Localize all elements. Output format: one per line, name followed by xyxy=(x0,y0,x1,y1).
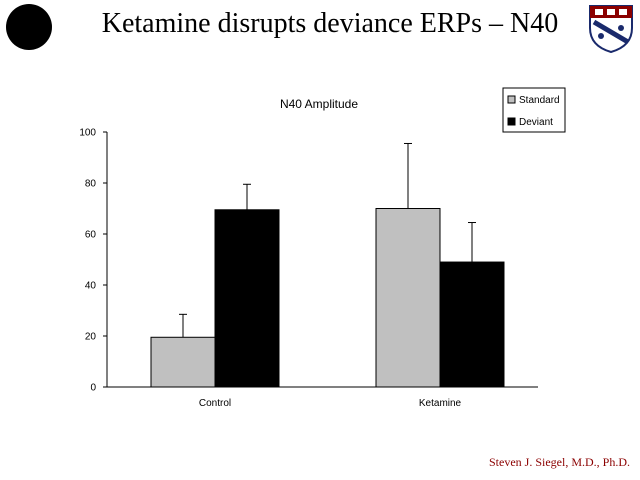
legend-label-standard: Standard xyxy=(519,95,560,106)
legend-label-deviant: Deviant xyxy=(519,117,553,128)
y-tick-label: 80 xyxy=(85,179,97,190)
y-tick-label: 60 xyxy=(85,230,97,241)
chart-title: N40 Amplitude xyxy=(280,97,358,111)
legend-swatch-standard xyxy=(507,95,516,104)
left-logo-icon xyxy=(6,4,52,50)
chart-legend: Standard Deviant xyxy=(502,87,566,133)
bar-standard-control xyxy=(150,336,216,388)
university-crest-icon xyxy=(589,5,633,54)
bar-standard-ketamine xyxy=(375,208,441,388)
y-tick-label: 40 xyxy=(85,281,97,292)
y-tick-label: 20 xyxy=(85,332,97,343)
legend-box xyxy=(502,87,566,133)
bar-deviant-ketamine xyxy=(439,261,505,388)
legend-swatch-deviant xyxy=(507,117,516,126)
x-tick-label: Ketamine xyxy=(419,398,462,409)
plot-area: 0 20 40 60 80 100 Control Ketamine xyxy=(79,128,538,409)
x-tick-label: Control xyxy=(199,398,231,409)
slide-title: Ketamine disrupts deviance ERPs – N40 xyxy=(101,8,559,39)
y-tick-label: 100 xyxy=(79,128,96,139)
bar-deviant-control xyxy=(214,209,280,388)
author-credit: Steven J. Siegel, M.D., Ph.D. xyxy=(489,455,630,469)
y-tick-label: 0 xyxy=(90,383,96,394)
